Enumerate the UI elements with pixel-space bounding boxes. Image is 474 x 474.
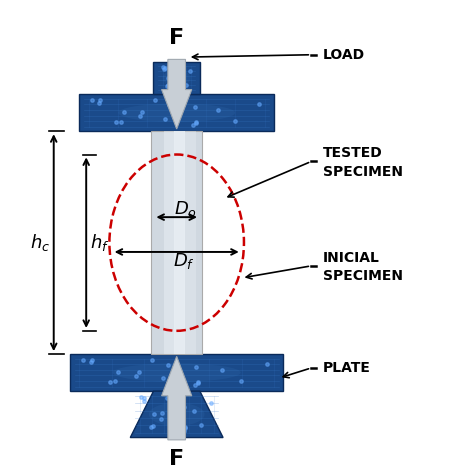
Text: F: F	[169, 28, 184, 48]
Text: SPECIMEN: SPECIMEN	[323, 164, 403, 179]
Polygon shape	[162, 59, 192, 129]
Bar	[174, 131, 185, 354]
Bar	[194, 131, 206, 354]
Ellipse shape	[113, 363, 241, 382]
Polygon shape	[162, 356, 192, 440]
Bar	[70, 354, 283, 391]
Text: F: F	[169, 449, 184, 469]
Text: $h_f$: $h_f$	[91, 232, 110, 253]
Text: PLATE: PLATE	[323, 361, 371, 375]
Bar	[154, 62, 200, 94]
Ellipse shape	[118, 103, 235, 122]
Ellipse shape	[149, 403, 204, 426]
Text: SPECIMEN: SPECIMEN	[323, 269, 403, 283]
Bar	[154, 131, 165, 354]
Text: $D_f$: $D_f$	[173, 251, 195, 271]
Text: $D_o$: $D_o$	[173, 199, 197, 219]
Polygon shape	[130, 391, 223, 438]
Bar	[164, 131, 175, 354]
Text: INICIAL: INICIAL	[323, 251, 380, 264]
Ellipse shape	[163, 70, 191, 86]
Bar	[79, 94, 274, 131]
Bar	[184, 131, 196, 354]
Text: TESTED: TESTED	[323, 146, 383, 160]
Bar	[151, 131, 202, 354]
Text: $h_c$: $h_c$	[30, 232, 50, 253]
Text: LOAD: LOAD	[323, 48, 365, 62]
